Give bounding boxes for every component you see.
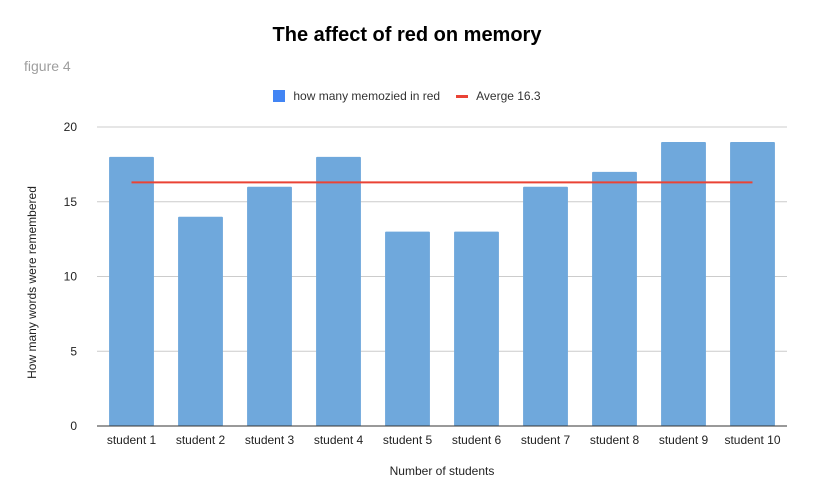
chart-title: The affect of red on memory (272, 24, 542, 46)
x-tick-label: student 10 (724, 433, 780, 447)
bar-8[interactable] (592, 171, 637, 426)
x-tick-label: student 2 (176, 433, 226, 447)
x-tick-label: student 9 (659, 433, 709, 447)
y-tick-label: 5 (70, 344, 77, 358)
chart-subtitle: figure 4 (24, 58, 71, 74)
x-tick-label: student 7 (521, 433, 571, 447)
bar-7[interactable] (523, 186, 568, 426)
y-tick-label: 10 (64, 270, 78, 284)
legend-swatch-bars (273, 90, 286, 102)
y-tick-label: 15 (64, 195, 78, 209)
y-tick-label: 0 (70, 419, 77, 433)
bar-1[interactable] (109, 156, 154, 426)
y-tick-label: 20 (64, 120, 78, 134)
bar-series (109, 141, 775, 426)
x-tick-label: student 5 (383, 433, 433, 447)
bar-10[interactable] (730, 141, 775, 426)
axes: 0 5 10 15 20 student 1 student 2 student 3 stude… (64, 120, 787, 447)
bar-4[interactable] (316, 156, 361, 426)
x-tick-label: student 3 (245, 433, 295, 447)
x-axis-title: Number of students (390, 464, 495, 478)
x-tick-label: student 4 (314, 433, 364, 447)
bar-2[interactable] (178, 216, 223, 426)
legend: how many memozied in red Averge 16.3 (0, 89, 814, 103)
bar-3[interactable] (247, 186, 292, 426)
bar-6[interactable] (454, 231, 499, 426)
bar-9[interactable] (661, 141, 706, 426)
legend-item-average[interactable]: Averge 16.3 (456, 89, 541, 103)
legend-label-average: Averge 16.3 (476, 89, 541, 103)
bar-5[interactable] (385, 231, 430, 426)
x-tick-label: student 1 (107, 433, 157, 447)
x-tick-label: student 6 (452, 433, 502, 447)
legend-item-bars[interactable]: how many memozied in red (273, 89, 440, 103)
legend-label-bars: how many memozied in red (293, 89, 441, 103)
x-tick-label: student 8 (590, 433, 640, 447)
legend-swatch-average (456, 94, 469, 98)
y-axis-title: How many words were remembered (25, 186, 39, 379)
